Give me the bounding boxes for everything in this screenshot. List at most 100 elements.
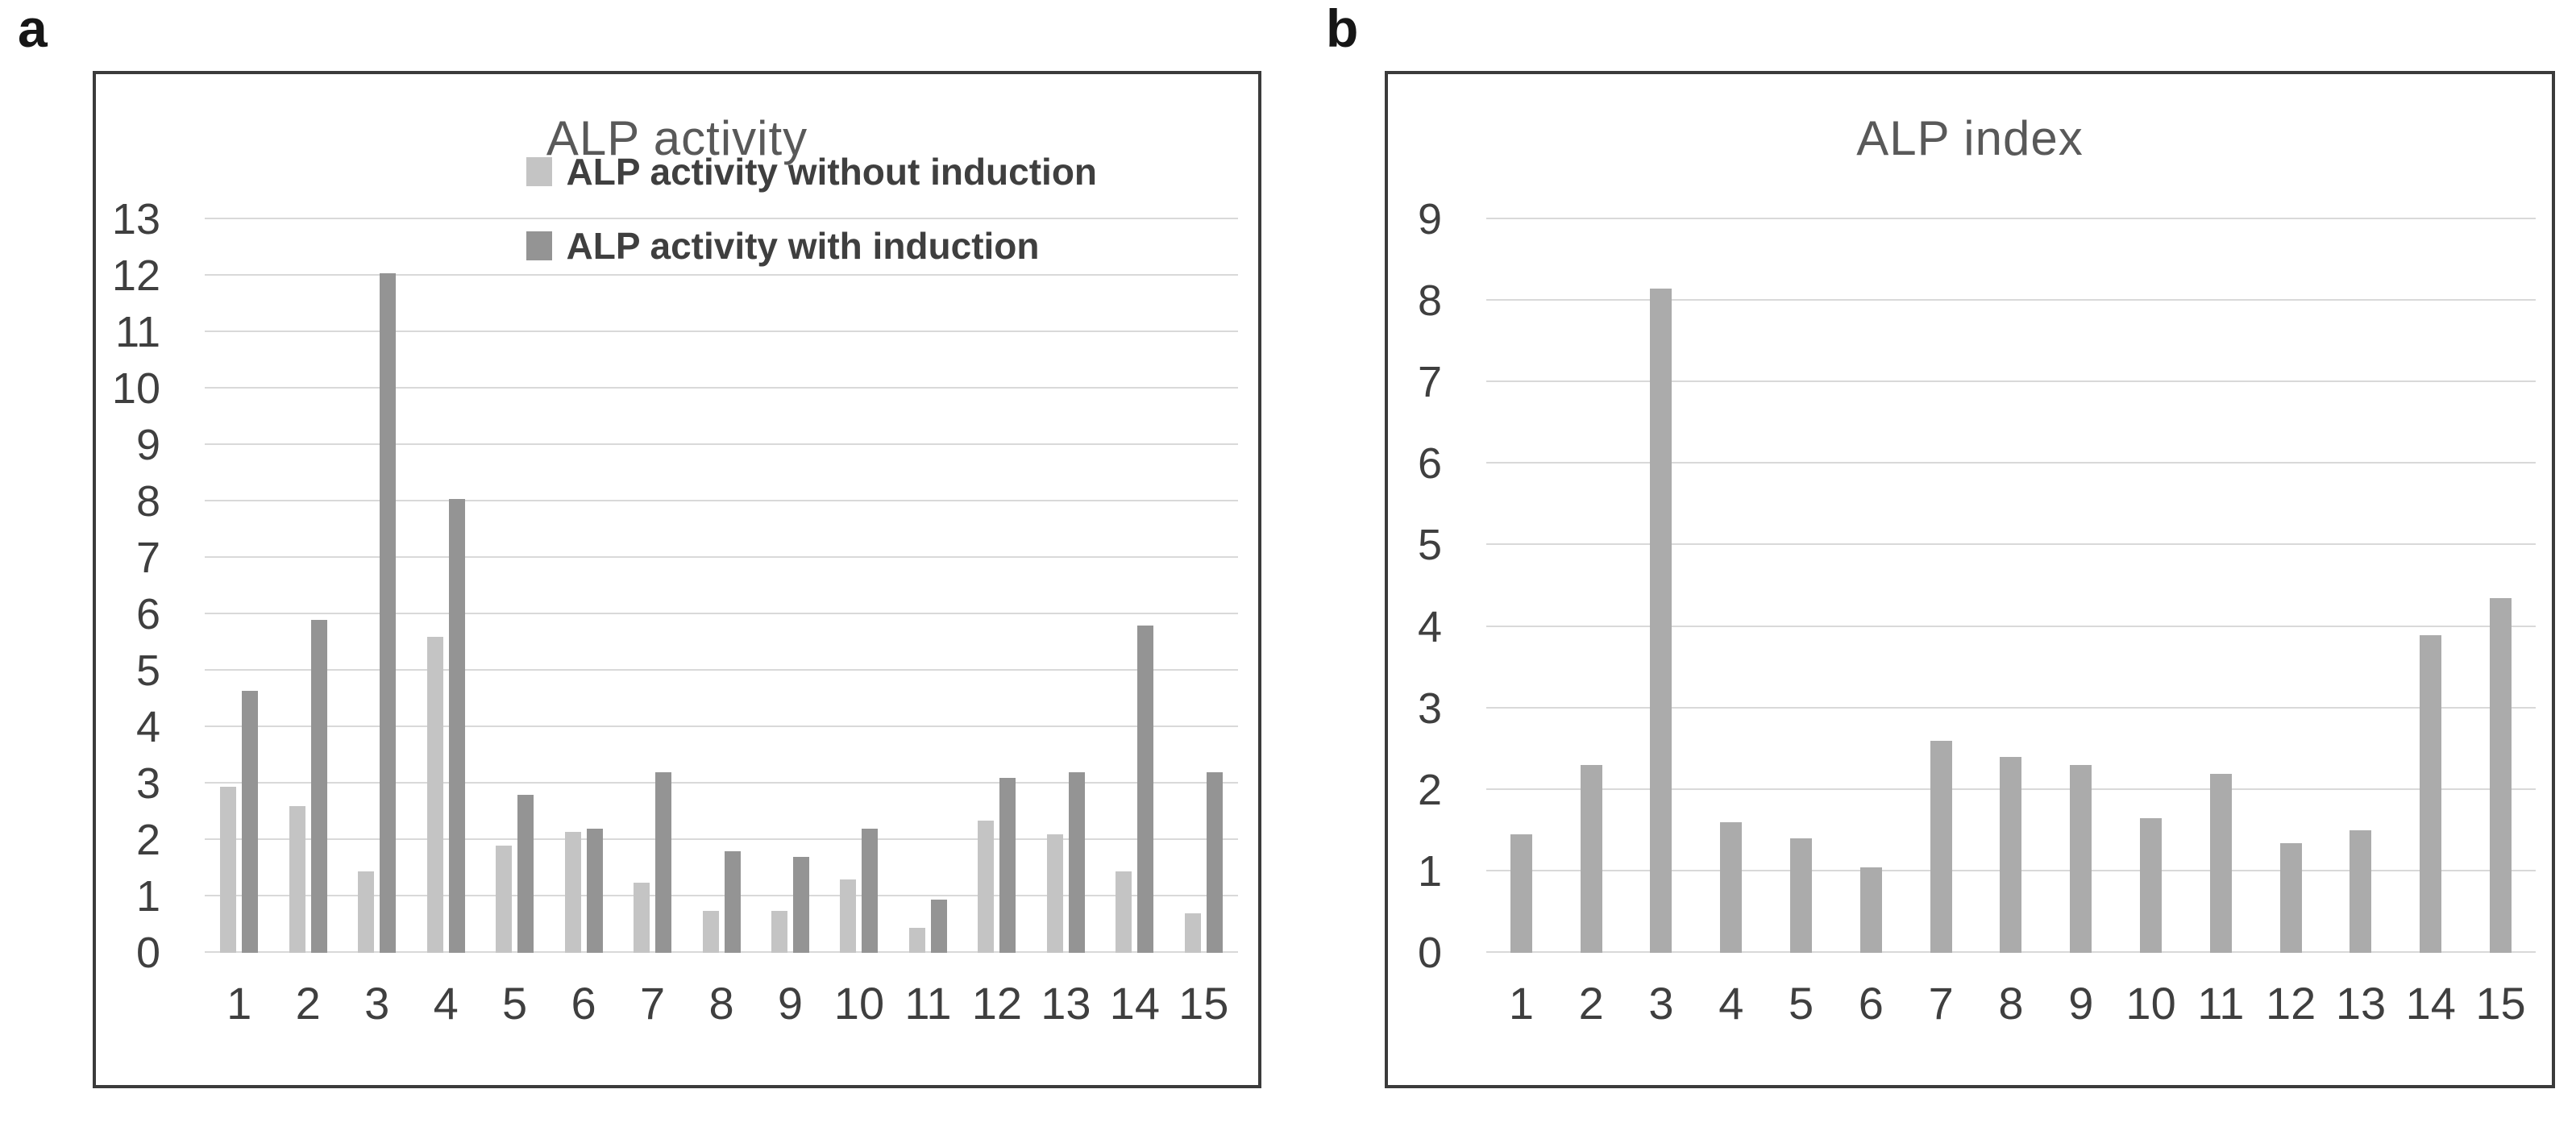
gridline-y-12 xyxy=(205,274,1238,276)
category-slot-7 xyxy=(1906,219,1976,953)
gridline-y-9 xyxy=(205,443,1238,446)
category-slot-10 xyxy=(825,219,893,953)
chart-a-legend: ALP activity without induction ALP activi… xyxy=(526,150,1098,268)
category-slot-6 xyxy=(1836,219,1906,953)
bar xyxy=(1046,834,1063,953)
bar xyxy=(426,637,443,953)
bar xyxy=(310,620,327,953)
x-axis-tick-label: 11 xyxy=(2197,978,2245,1029)
legend-entry: ALP activity without induction xyxy=(526,150,1098,193)
category-slot-14 xyxy=(2395,219,2466,953)
x-axis-tick-label: 3 xyxy=(1648,978,1674,1029)
x-axis-tick-label: 11 xyxy=(904,978,952,1029)
y-axis-tick-label: 5 xyxy=(1417,521,1442,570)
bar xyxy=(289,806,305,953)
gridline-y-4 xyxy=(1486,625,2536,627)
category-slot-9 xyxy=(756,219,825,953)
legend-swatch-icon xyxy=(526,231,552,261)
chart-a-plot-area: 0 1 2 3 4 5 6 7 8 9 10 11 12 13 1 2 3 4 5 6 7 8 9 10 11 12 13 14 15 xyxy=(112,197,1238,1029)
x-axis-tick-label: 2 xyxy=(1578,978,1604,1029)
gridline-y-3 xyxy=(205,782,1238,784)
y-axis-tick-label: 1 xyxy=(135,872,160,921)
legend-entry: ALP activity with induction xyxy=(526,224,1098,268)
bar xyxy=(242,690,259,953)
x-axis-labels: 1 2 3 4 5 6 7 8 9 10 11 12 13 14 15 xyxy=(205,977,1238,1029)
bar xyxy=(1790,838,1813,953)
category-slot-5 xyxy=(1766,219,1836,953)
x-axis-tick-label: 1 xyxy=(226,978,252,1029)
x-axis-labels: 1 2 3 4 5 6 7 8 9 10 11 12 13 14 15 xyxy=(1486,977,2536,1029)
y-axis-tick-label: 12 xyxy=(111,252,160,300)
y-axis-tick-label: 0 xyxy=(1417,929,1442,977)
category-slot-15 xyxy=(2466,219,2536,953)
category-slot-1 xyxy=(1486,219,1556,953)
bar xyxy=(702,910,719,953)
y-axis-tick-label: 8 xyxy=(1417,276,1442,326)
category-slot-15 xyxy=(1170,219,1238,953)
category-slot-2 xyxy=(1556,219,1627,953)
x-axis-tick-label: 15 xyxy=(1178,978,1229,1029)
y-axis-tick-label: 1 xyxy=(1417,846,1442,896)
category-slot-8 xyxy=(1976,219,2046,953)
x-axis-tick-label: 6 xyxy=(571,978,596,1029)
gridline-y-4 xyxy=(205,725,1238,727)
gridline-y-5 xyxy=(1486,543,2536,546)
category-slot-13 xyxy=(1032,219,1100,953)
gridline-y-9 xyxy=(1486,218,2536,219)
gridline-y-10 xyxy=(205,387,1238,389)
y-axis-tick-label: 7 xyxy=(1417,358,1442,407)
category-slot-5 xyxy=(480,219,549,953)
bar xyxy=(2000,757,2022,953)
x-axis-tick-label: 5 xyxy=(1789,978,1814,1029)
y-axis-tick-label: 6 xyxy=(135,590,160,638)
bar xyxy=(655,772,672,953)
category-slot-1 xyxy=(205,219,273,953)
bar xyxy=(564,831,581,953)
panel-label-a: a xyxy=(18,0,48,58)
x-axis-tick-label: 12 xyxy=(971,978,1023,1029)
category-slot-14 xyxy=(1100,219,1169,953)
bar xyxy=(978,820,995,953)
x-axis-tick-label: 7 xyxy=(1928,978,1954,1029)
bar xyxy=(1930,741,1952,953)
y-axis-tick-label: 3 xyxy=(1417,684,1442,733)
category-slot-11 xyxy=(894,219,962,953)
x-axis-tick-label: 4 xyxy=(433,978,459,1029)
gridline-y-8 xyxy=(1486,299,2536,301)
bar xyxy=(2490,598,2512,953)
chart-a-title: ALP activity xyxy=(546,111,808,165)
x-axis-tick-label: 13 xyxy=(2335,978,2387,1029)
bar xyxy=(999,778,1016,953)
x-axis-tick-label: 6 xyxy=(1858,978,1884,1029)
bar xyxy=(1184,913,1201,953)
category-slot-11 xyxy=(2186,219,2256,953)
bar xyxy=(1859,867,1882,953)
bar-series-row xyxy=(205,219,1238,953)
y-axis-tick-label: 4 xyxy=(135,703,160,751)
legend-entry-label: ALP activity with induction xyxy=(566,225,1040,268)
legend-entry-label: ALP activity without induction xyxy=(566,151,1098,193)
gridline-y-6 xyxy=(205,613,1238,614)
category-slot-9 xyxy=(2046,219,2116,953)
bar xyxy=(220,786,237,953)
category-slot-13 xyxy=(2326,219,2396,953)
bar xyxy=(2350,830,2372,953)
bar xyxy=(771,910,787,953)
gridline-y-11 xyxy=(205,331,1238,332)
chart-b-title: ALP index xyxy=(1856,111,2084,165)
gridline-y-2 xyxy=(205,838,1238,840)
bar xyxy=(1068,772,1085,953)
gridline-y-7 xyxy=(1486,380,2536,383)
bar xyxy=(1510,834,1532,953)
category-slot-7 xyxy=(618,219,687,953)
panel-label-b: b xyxy=(1326,0,1359,58)
bar xyxy=(358,871,375,953)
y-axis-tick-label: 2 xyxy=(135,816,160,864)
bar xyxy=(930,899,947,953)
bar xyxy=(2420,634,2442,953)
bar xyxy=(862,829,879,953)
x-axis-tick-label: 14 xyxy=(2405,978,2456,1029)
bar xyxy=(1137,626,1154,953)
gridline-y-3 xyxy=(1486,706,2536,709)
